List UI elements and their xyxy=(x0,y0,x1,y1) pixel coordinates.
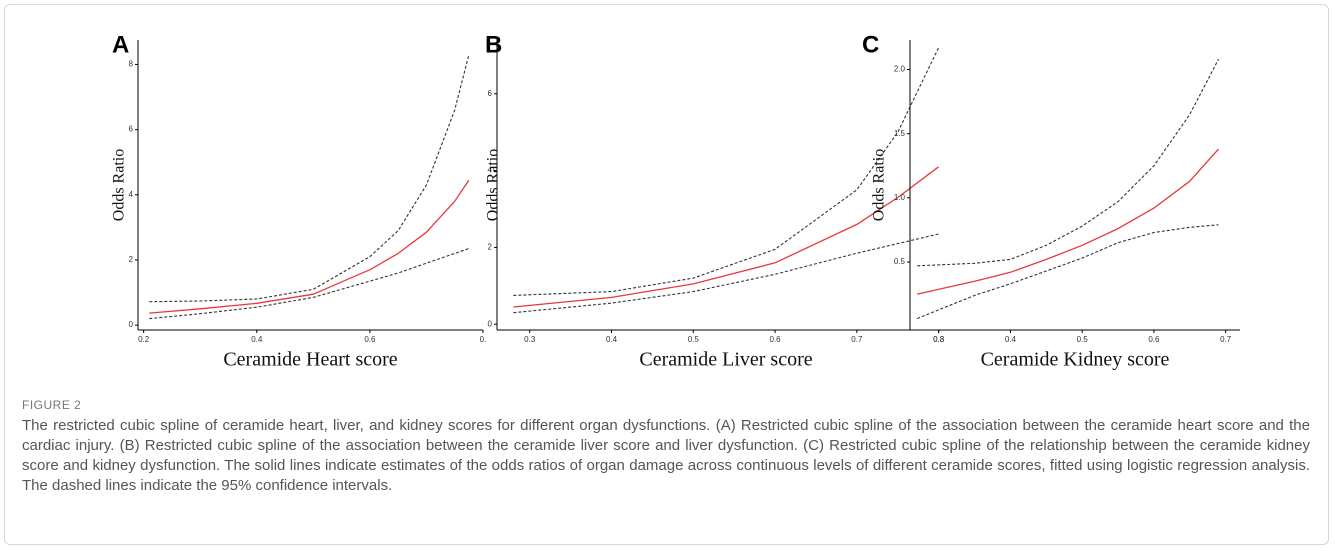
y-tick-label: 6 xyxy=(488,89,493,98)
confidence-line xyxy=(149,54,470,303)
x-tick-label: 0.5 xyxy=(1077,335,1089,344)
y-tick-label: 6 xyxy=(129,125,134,134)
confidence-line xyxy=(513,233,939,314)
panel-letter: A xyxy=(112,31,129,58)
y-tick-label: 0 xyxy=(488,319,493,328)
estimate-line xyxy=(513,166,939,308)
chart-panel: A 0 2 4 6 8 0.2 0.4 0.6 0. Ceramide Heart score Odd… xyxy=(111,31,487,370)
figure-frame xyxy=(4,4,1329,545)
confidence-line xyxy=(149,247,470,320)
x-tick-label: 0.3 xyxy=(933,335,945,344)
y-axis-label: Odds Ratio xyxy=(111,149,128,221)
x-tick-label: 0.7 xyxy=(1220,335,1232,344)
y-tick-label: 2.0 xyxy=(894,65,906,74)
x-tick-label: 0.7 xyxy=(851,335,863,344)
x-tick-label: 0.4 xyxy=(606,335,618,344)
figure: A 0 2 4 6 8 0.2 0.4 0.6 0. Ceramide Heart score Odd… xyxy=(111,31,1240,371)
caption: The restricted cubic spline of ceramide … xyxy=(22,417,1310,494)
y-tick-label: 2 xyxy=(129,255,134,264)
panel-letter: C xyxy=(862,31,879,58)
x-tick-label: 0.5 xyxy=(688,335,700,344)
confidence-line xyxy=(917,58,1219,267)
x-tick-label: 0. xyxy=(480,335,487,344)
x-tick-label: 0.3 xyxy=(524,335,536,344)
panel-letter: B xyxy=(485,31,502,58)
y-tick-label: 0 xyxy=(129,320,134,329)
x-axis-label: Ceramide Heart score xyxy=(223,349,397,371)
y-tick-label: 1.0 xyxy=(894,193,906,202)
chart-panel: C 0.5 1.0 1.5 2.0 0.3 0.4 0.5 0.6 0.7 Ceramide Kid… xyxy=(862,31,1240,371)
x-tick-label: 0.6 xyxy=(770,335,782,344)
x-axis-label: Ceramide Liver score xyxy=(639,349,812,371)
y-tick-label: 0.5 xyxy=(894,257,906,266)
x-tick-label: 0.8 xyxy=(933,335,945,344)
y-tick-label: 2 xyxy=(488,243,493,252)
confidence-line xyxy=(513,47,940,296)
figure-label: FIGURE 2 xyxy=(22,398,82,412)
x-tick-label: 0.6 xyxy=(364,335,376,344)
estimate-line xyxy=(917,148,1219,295)
y-axis-label: Odds Ratio xyxy=(871,149,888,221)
x-tick-label: 0.4 xyxy=(1005,335,1017,344)
x-tick-label: 0.4 xyxy=(251,335,263,344)
chart-panel: B 0 2 4 6 0.3 0.4 0.5 0.6 0.7 0.8 Ceramide Liver sc… xyxy=(485,31,955,371)
estimate-line xyxy=(149,179,470,314)
y-tick-label: 1.5 xyxy=(894,129,906,138)
y-tick-label: 4 xyxy=(488,166,493,175)
confidence-line xyxy=(916,224,1219,320)
y-tick-label: 8 xyxy=(129,60,134,69)
x-axis-label: Ceramide Kidney score xyxy=(981,349,1170,371)
x-tick-label: 0.2 xyxy=(138,335,150,344)
y-tick-label: 4 xyxy=(129,190,134,199)
y-axis-label: Odds Ratio xyxy=(485,149,502,221)
x-tick-label: 0.6 xyxy=(1148,335,1160,344)
